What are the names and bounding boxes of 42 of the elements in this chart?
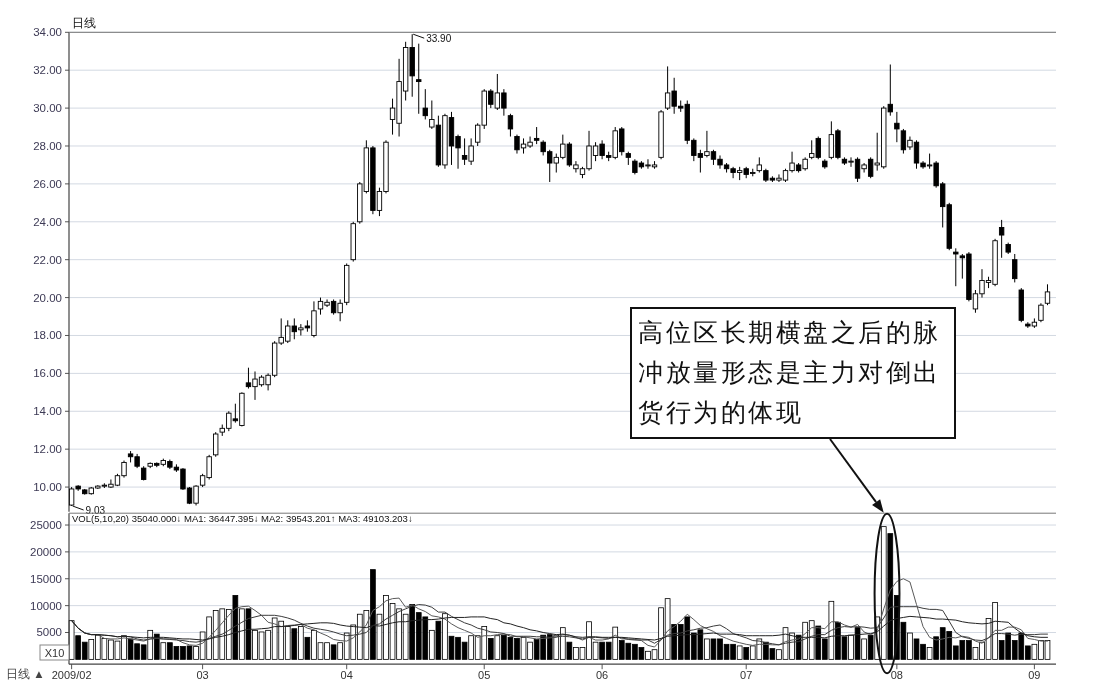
candlestick <box>894 111 900 143</box>
x-tick-label: 07 <box>740 669 753 682</box>
candlestick <box>507 113 514 138</box>
candlestick <box>1012 253 1018 283</box>
candlestick <box>1038 302 1044 323</box>
y-tick-label: 5000 <box>36 626 62 639</box>
y-tick-label: 18.00 <box>33 329 62 342</box>
candlestick <box>1044 283 1051 306</box>
y-tick-label: 12.00 <box>33 443 62 456</box>
y-tick-label: 25000 <box>30 519 62 532</box>
y-tick-label: 20000 <box>30 545 62 558</box>
x-tick-label: 06 <box>596 669 609 682</box>
y-tick-label: 28.00 <box>33 139 62 152</box>
y-tick-label: 34.00 <box>33 26 62 39</box>
candlestick <box>998 219 1005 259</box>
candlestick <box>213 431 219 458</box>
text: X10 <box>44 646 65 659</box>
y-tick-label: 10.00 <box>33 481 62 494</box>
y-tick-label: 10000 <box>30 599 62 612</box>
y-tick-label: 15000 <box>30 572 62 585</box>
candlestick <box>416 43 422 115</box>
annotation: 33.90 <box>426 33 452 45</box>
x-tick-label: 05 <box>478 669 491 682</box>
candlestick <box>953 247 959 287</box>
y-tick-label: 14.00 <box>33 405 62 418</box>
line-series <box>71 615 1048 641</box>
y-tick-label: 24.00 <box>33 215 62 228</box>
x-tick-label: 03 <box>196 669 209 682</box>
annotation: 高位区长期横盘之后的脉冲放量形态是主力对倒出货行为的体现 <box>630 307 956 439</box>
x-tick-label: 09 <box>1028 669 1041 682</box>
y-tick-label: 30.00 <box>33 102 62 115</box>
x-tick-label: 04 <box>340 669 353 682</box>
y-tick-label: 26.00 <box>33 177 62 190</box>
x-tick-label: 2009/02 <box>51 669 92 682</box>
y-tick-label: 32.00 <box>33 64 62 77</box>
x-tick-label: 08 <box>890 669 903 682</box>
y-tick-label: 16.00 <box>33 367 62 380</box>
y-tick-label: 22.00 <box>33 253 62 266</box>
text: 日线 ▲ <box>6 668 45 680</box>
y-tick-label: 20.00 <box>33 291 62 304</box>
candlestick <box>422 88 428 120</box>
chart-title: 日线 <box>72 16 96 30</box>
